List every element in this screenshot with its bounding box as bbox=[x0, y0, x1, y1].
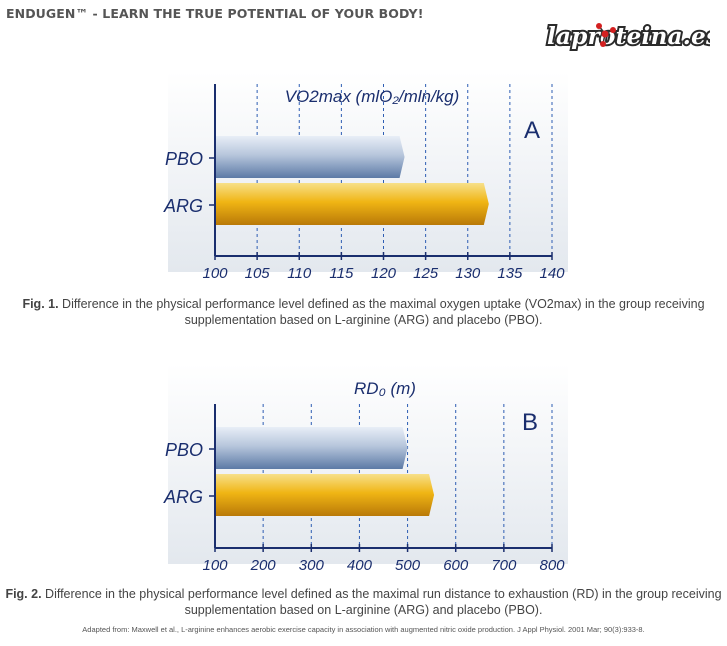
chart-a-tick-label: 110 bbox=[287, 265, 312, 282]
chart-b-tick-label: 100 bbox=[202, 557, 228, 574]
chart-a-tick-label: 105 bbox=[245, 265, 271, 282]
chart-b-title: RD₀ (m) bbox=[354, 379, 416, 398]
chart-a-tick-label: 120 bbox=[371, 265, 397, 282]
chart-a-bar-pbo bbox=[215, 136, 405, 178]
figure-2-caption: Fig. 2. Difference in the physical perfo… bbox=[0, 586, 727, 618]
chart-b-tick-label: 500 bbox=[395, 557, 421, 574]
figure-2-label: Fig. 2. bbox=[5, 587, 42, 601]
chart-b-category-label: ARG bbox=[163, 487, 203, 507]
figure-1-label: Fig. 1. bbox=[22, 297, 59, 311]
source-citation: Adapted from: Maxwell et al., L-arginine… bbox=[82, 625, 645, 634]
chart-b-bar-arg bbox=[215, 474, 435, 516]
laproteina-logo[interactable]: laproteina.es bbox=[545, 18, 710, 54]
chart-b-tick-label: 700 bbox=[491, 557, 517, 574]
chart-a-tick-label: 130 bbox=[455, 265, 481, 282]
chart-a-category-label: ARG bbox=[163, 196, 203, 216]
chart-a-panel-label: A bbox=[524, 117, 540, 144]
chart-a-tick-label: 140 bbox=[539, 265, 565, 282]
chart-a-tick-label: 135 bbox=[497, 265, 523, 282]
figure-2-text: Difference in the physical performance l… bbox=[41, 587, 722, 601]
chart-vo2max: PBO ARG 100 105 110 115 120 125 130 135 140 VO2ma… bbox=[163, 72, 568, 282]
chart-b-tick-label: 200 bbox=[250, 557, 277, 574]
chart-a-title: VO2max (mlO₂/mln/kg) bbox=[285, 87, 460, 106]
chart-a-bar-arg bbox=[215, 183, 489, 225]
chart-a-category-label: PBO bbox=[165, 149, 203, 169]
figure-1-text: Difference in the physical performance l… bbox=[58, 297, 705, 311]
chart-a-tick-label: 125 bbox=[413, 265, 439, 282]
chart-b-bar-pbo bbox=[215, 427, 408, 469]
chart-b-tick-label: 600 bbox=[443, 557, 469, 574]
page-title: ENDUGEN™ - LEARN THE TRUE POTENTIAL OF Y… bbox=[6, 6, 424, 21]
figure-1-text-line2: supplementation based on L-arginine (ARG… bbox=[184, 313, 543, 327]
chart-b-category-label: PBO bbox=[165, 440, 203, 460]
figure-1-caption: Fig. 1. Difference in the physical perfo… bbox=[0, 296, 727, 328]
chart-a-tick-label: 115 bbox=[329, 265, 354, 282]
chart-a-tick-label: 100 bbox=[202, 265, 228, 282]
chart-b-panel-label: B bbox=[522, 409, 538, 436]
chart-b-tick-label: 400 bbox=[347, 557, 373, 574]
logo-text: laproteina.es bbox=[547, 23, 710, 50]
chart-b-tick-label: 800 bbox=[539, 557, 565, 574]
chart-b-tick-label: 300 bbox=[299, 557, 325, 574]
figure-2-text-line2: supplementation based on L-arginine (ARG… bbox=[184, 603, 543, 617]
molecule-icon bbox=[596, 23, 616, 47]
